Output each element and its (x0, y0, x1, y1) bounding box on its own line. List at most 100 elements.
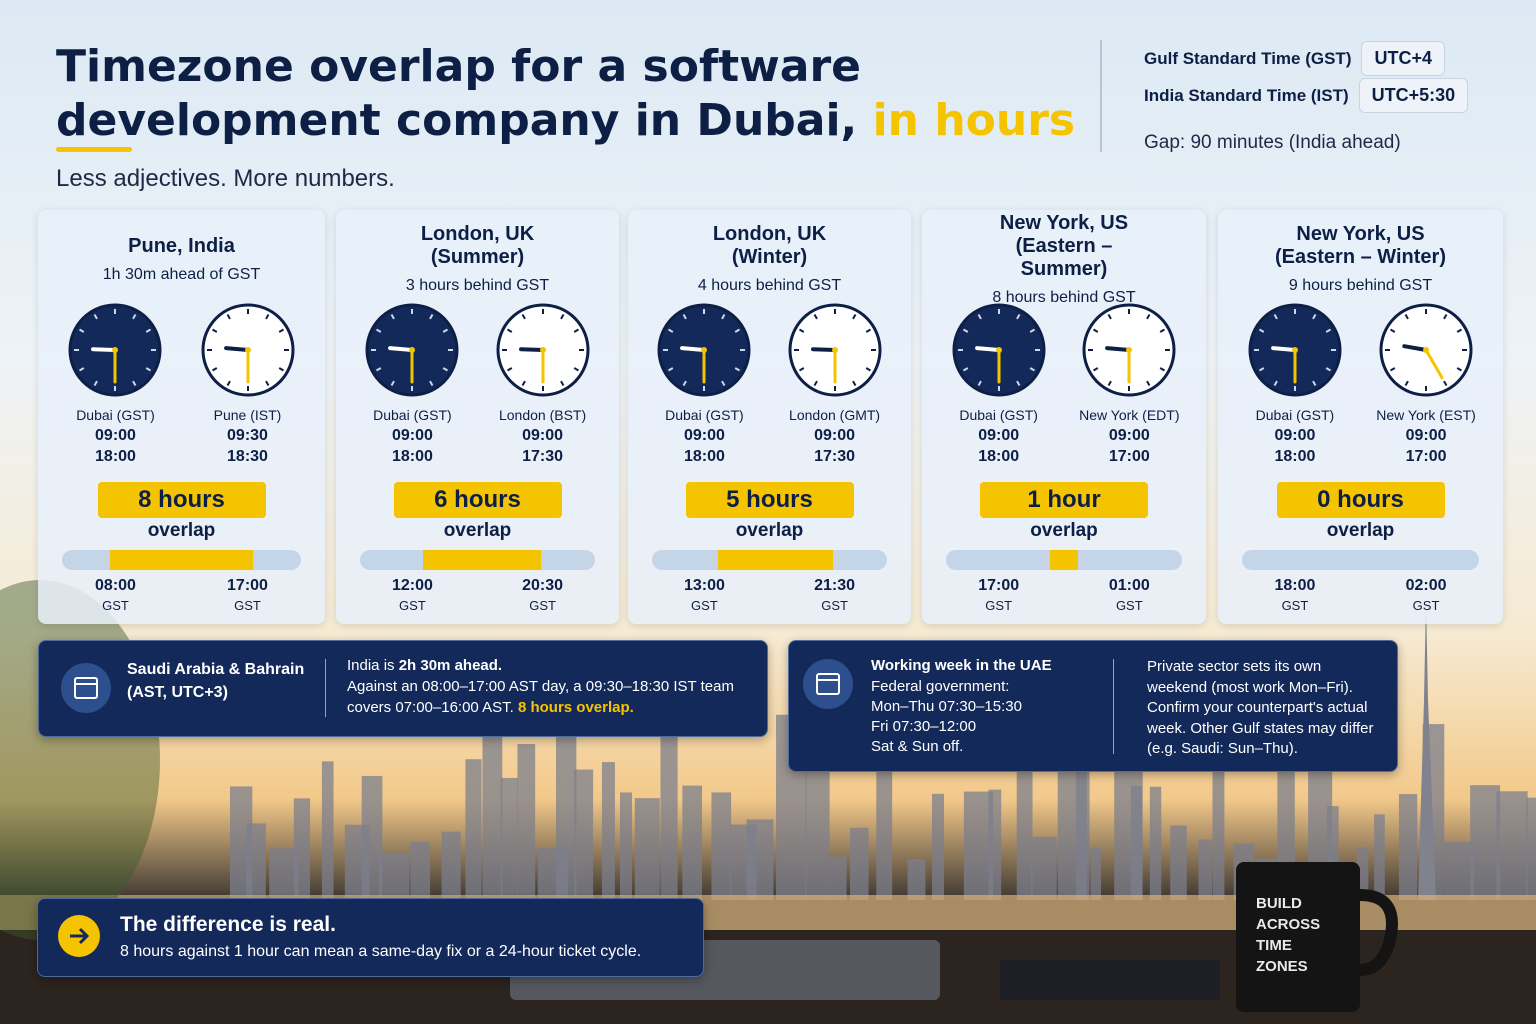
range-time: 20:30 GST (503, 576, 583, 616)
building (1526, 797, 1536, 900)
place: Pune (IST) (213, 407, 282, 423)
highlight: 8 hours overlap. (517, 699, 634, 716)
zone-offset: UTC+4 (1361, 41, 1445, 76)
clock-tick (226, 313, 231, 320)
building (746, 819, 774, 900)
zone: GST (102, 598, 129, 613)
clock-tick (1273, 380, 1278, 387)
clock-tick (94, 380, 99, 387)
card-sub: 9 hours behind GST (1288, 277, 1433, 294)
clock-tick (1325, 367, 1331, 372)
divider (1113, 659, 1114, 754)
card: New York, US (Eastern – Summer) 8 hours b… (922, 210, 1206, 624)
building (907, 858, 926, 900)
clock-tick (1404, 380, 1409, 387)
overlap-label: overlap (443, 520, 512, 541)
clock-hand (680, 346, 707, 352)
clock-label: Pune (IST) 09:30 18:30 (188, 405, 308, 467)
title-line: development company in Dubai, in hours (56, 94, 1075, 148)
time: 09:00 (1108, 427, 1150, 444)
clock-tick (1312, 380, 1317, 387)
line: Federal government: (871, 678, 1010, 695)
city: London, UK (Summer) (420, 223, 535, 268)
box-text: India is 2h 30m ahead. Against an 08:00–1… (347, 655, 757, 718)
clock (1248, 303, 1342, 397)
time: 12:00 (391, 577, 433, 594)
clock-hand (1271, 346, 1297, 352)
building (574, 769, 594, 900)
building (1212, 766, 1225, 900)
overlap-fill (423, 550, 541, 570)
clock-tick (264, 380, 269, 387)
clock-tick (573, 328, 579, 333)
clock-tick (668, 328, 674, 333)
arrow-icon (58, 915, 100, 957)
clock-tick (573, 367, 579, 372)
time: 09:00 (95, 427, 136, 444)
clock-tick (865, 328, 871, 333)
building (500, 777, 518, 900)
building (1374, 814, 1385, 900)
mug-text: BUILD ACROSS TIME ZONES (1256, 895, 1321, 975)
building (1444, 841, 1475, 900)
place: Dubai (GST) (665, 407, 744, 423)
clock-center (539, 347, 546, 353)
overlap-badge: 5 hours (685, 482, 854, 518)
building (410, 841, 431, 900)
range-time: 02:00 GST (1386, 576, 1466, 616)
clock-hand (1402, 344, 1429, 352)
clock-tick (977, 380, 982, 387)
place: Dubai (GST) (1255, 407, 1335, 423)
time: 13:00 (683, 577, 725, 594)
overlap-track (62, 550, 301, 570)
time: 09:00 (1274, 427, 1316, 444)
overlap-track (652, 550, 887, 570)
zone: GST (1281, 598, 1309, 613)
clock-hand (388, 346, 415, 352)
clock-tick (506, 328, 512, 333)
building (482, 712, 503, 900)
mug (1236, 862, 1360, 1012)
clock-hand (223, 346, 250, 352)
clock-tick (1093, 328, 1099, 333)
title-highlight: in hours (872, 95, 1076, 146)
clock (68, 303, 162, 397)
clock-tick (391, 313, 396, 320)
building (634, 798, 660, 900)
card-sub: 1h 30m ahead of GST (102, 265, 261, 283)
clock-tick (376, 328, 382, 333)
building (246, 823, 266, 900)
saudi-box: Saudi Arabia & Bahrain (AST, UTC+3) Indi… (38, 640, 768, 737)
clock-tick (1015, 313, 1021, 320)
building (849, 827, 869, 900)
place: Dubai (GST) (959, 407, 1038, 423)
building (1398, 794, 1418, 900)
card: New York, US (Eastern – Winter) 9 hours b… (1218, 210, 1503, 624)
overlap-fill (1049, 550, 1079, 570)
zone-row: Gulf Standard Time (GST) UTC+4 (1144, 40, 1468, 77)
card: Pune, India 1h 30m ahead of GST Dubai (GST… (38, 210, 325, 624)
clock-label: London (BST) 09:00 17:30 (483, 405, 603, 467)
mug-handle (1359, 889, 1398, 976)
zone: GST (1115, 598, 1143, 613)
clock-tick (1015, 380, 1021, 387)
box-title: Saudi Arabia & Bahrain (AST, UTC+3) (127, 661, 305, 701)
time: 01:00 (1108, 577, 1150, 594)
card-header: London, UK (Winter) 4 hours behind GST (638, 218, 901, 300)
zone: GST (985, 598, 1013, 613)
time: 21:30 (814, 577, 856, 594)
building (1130, 785, 1142, 900)
clock-tick (211, 367, 217, 372)
clock-tick (683, 380, 688, 387)
clock-center (244, 347, 251, 353)
clock-tick (1159, 328, 1166, 333)
zone: GST (529, 598, 556, 613)
clock-hand (91, 347, 118, 352)
overlap-label: overlap (1030, 520, 1098, 541)
time: 09:00 (978, 427, 1020, 444)
overlap-track (1242, 550, 1479, 570)
clock-center (831, 347, 838, 353)
time: 09:00 (391, 427, 433, 444)
card-header: Pune, India 1h 30m ahead of GST (48, 218, 315, 300)
clock-label: Dubai (GST) 09:00 18:00 (352, 405, 472, 467)
